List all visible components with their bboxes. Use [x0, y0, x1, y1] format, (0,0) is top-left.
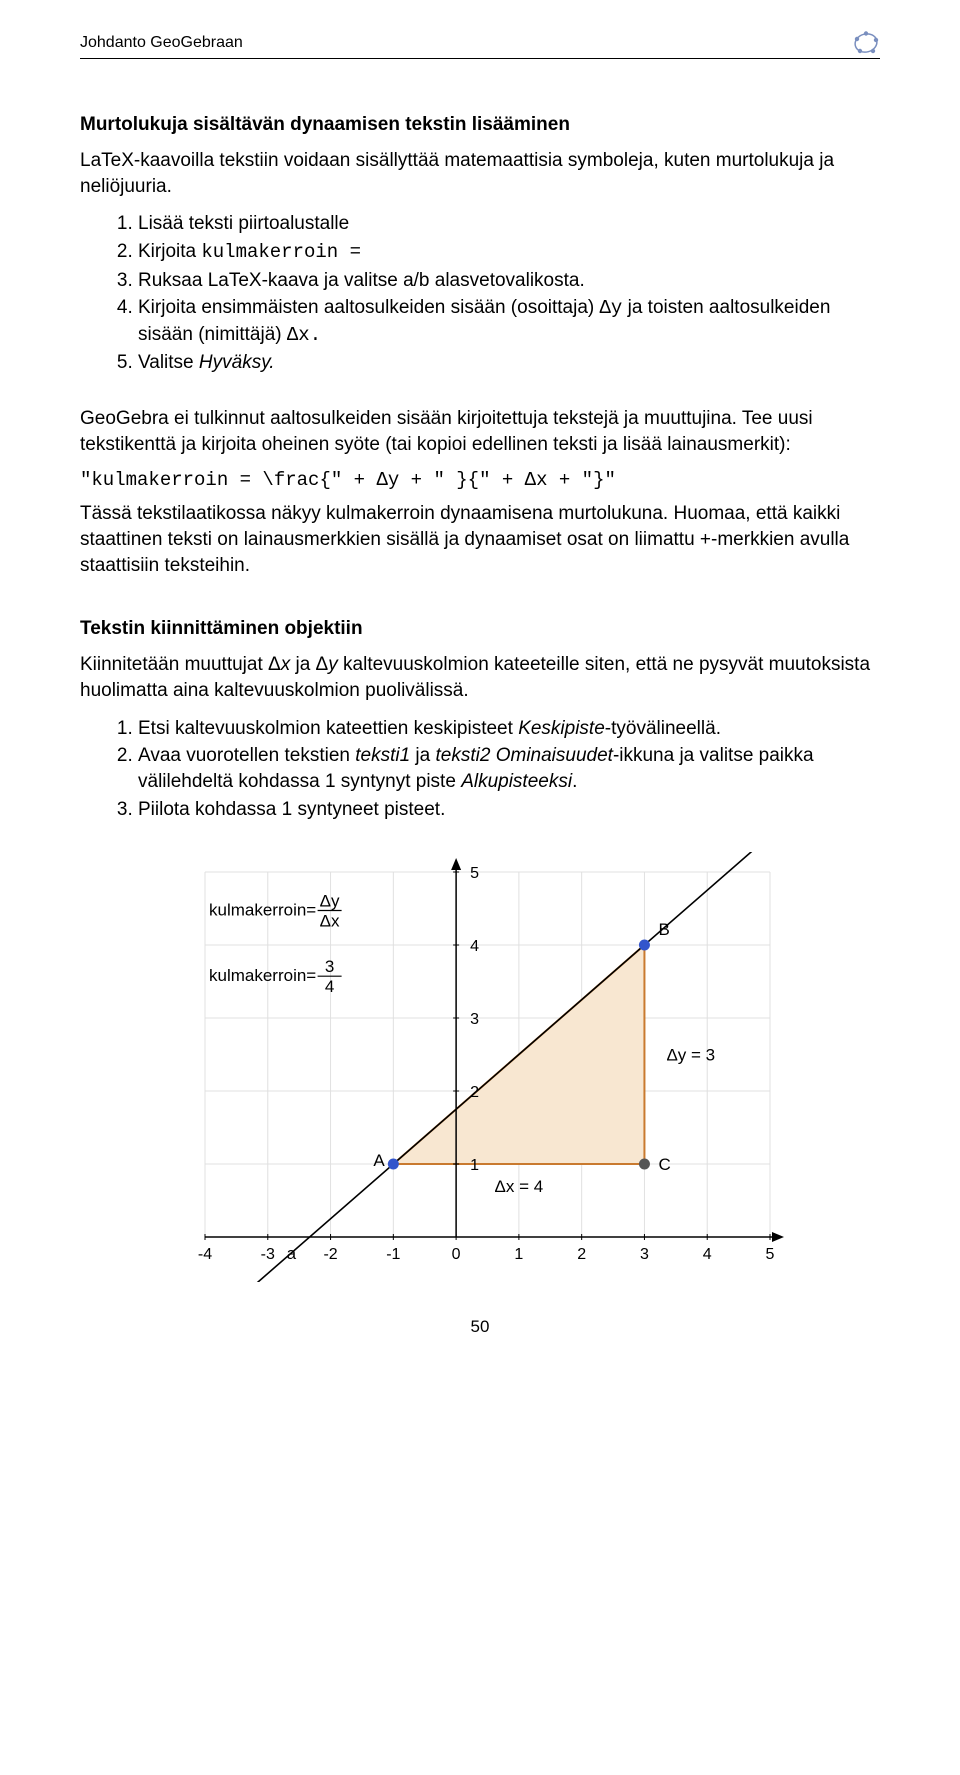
header-title: Johdanto GeoGebraan: [80, 34, 243, 52]
section2-p1: GeoGebra ei tulkinnut aaltosulkeiden sis…: [80, 406, 880, 457]
section1-steps: Lisää teksti piirtoalustalle Kirjoita ku…: [80, 211, 880, 376]
section2-p2: Tässä tekstilaatikossa näkyy kulmakerroi…: [80, 501, 880, 578]
code-expression: "kulmakerroin = \frac{" + Δy + " }{" + Δ…: [80, 469, 880, 491]
section3-title: Tekstin kiinnittäminen objektiin: [80, 618, 880, 640]
svg-text:kulmakerroin=: kulmakerroin=: [209, 966, 316, 985]
svg-text:-4: -4: [198, 1246, 212, 1263]
section1-intro: LaTeX-kaavoilla tekstiin voidaan sisälly…: [80, 148, 880, 199]
svg-text:-1: -1: [386, 1246, 400, 1263]
step: Etsi kaltevuuskolmion kateettien keskipi…: [138, 716, 880, 742]
step: Lisää teksti piirtoalustalle: [138, 211, 880, 237]
svg-text:a: a: [287, 1244, 297, 1263]
svg-text:0: 0: [452, 1246, 461, 1263]
step: Kirjoita kulmakerroin =: [138, 239, 880, 266]
svg-text:kulmakerroin=: kulmakerroin=: [209, 901, 316, 920]
svg-text:Δy = 3: Δy = 3: [666, 1046, 715, 1065]
page-number: 50: [80, 1317, 880, 1337]
svg-text:Δy: Δy: [320, 892, 340, 911]
svg-text:4: 4: [703, 1246, 712, 1263]
svg-text:Δx = 4: Δx = 4: [495, 1177, 544, 1196]
svg-text:5: 5: [766, 1246, 775, 1263]
svg-text:4: 4: [470, 938, 479, 955]
svg-text:3: 3: [470, 1011, 479, 1028]
svg-text:1: 1: [470, 1157, 479, 1174]
svg-text:A: A: [373, 1151, 385, 1170]
svg-text:-3: -3: [261, 1246, 275, 1263]
svg-text:3: 3: [640, 1246, 649, 1263]
svg-text:4: 4: [325, 977, 334, 996]
svg-text:Δx: Δx: [320, 912, 340, 931]
step: Kirjoita ensimmäisten aaltosulkeiden sis…: [138, 295, 880, 348]
svg-text:C: C: [658, 1155, 670, 1174]
svg-text:2: 2: [577, 1246, 586, 1263]
step: Avaa vuorotellen tekstien teksti1 ja tek…: [138, 743, 880, 794]
step: Ruksaa LaTeX-kaava ja valitse a/b alasve…: [138, 268, 880, 294]
svg-text:B: B: [658, 920, 669, 939]
section3-steps: Etsi kaltevuuskolmion kateettien keskipi…: [80, 716, 880, 823]
section1-title: Murtolukuja sisältävän dynaamisen teksti…: [80, 114, 880, 136]
svg-text:5: 5: [470, 865, 479, 882]
geogebra-logo-icon: [852, 30, 880, 56]
slope-chart: -4-3-2-101234512345ABCaΔx = 4Δy = 3kulma…: [160, 852, 800, 1287]
svg-text:-2: -2: [323, 1246, 337, 1263]
section3-p1: Kiinnitetään muuttujat Δx ja Δy kaltevuu…: [80, 652, 880, 703]
svg-text:1: 1: [514, 1246, 523, 1263]
svg-text:3: 3: [325, 957, 334, 976]
step: Piilota kohdassa 1 syntyneet pisteet.: [138, 797, 880, 823]
step: Valitse Hyväksy.: [138, 350, 880, 376]
page-header: Johdanto GeoGebraan: [80, 30, 880, 59]
